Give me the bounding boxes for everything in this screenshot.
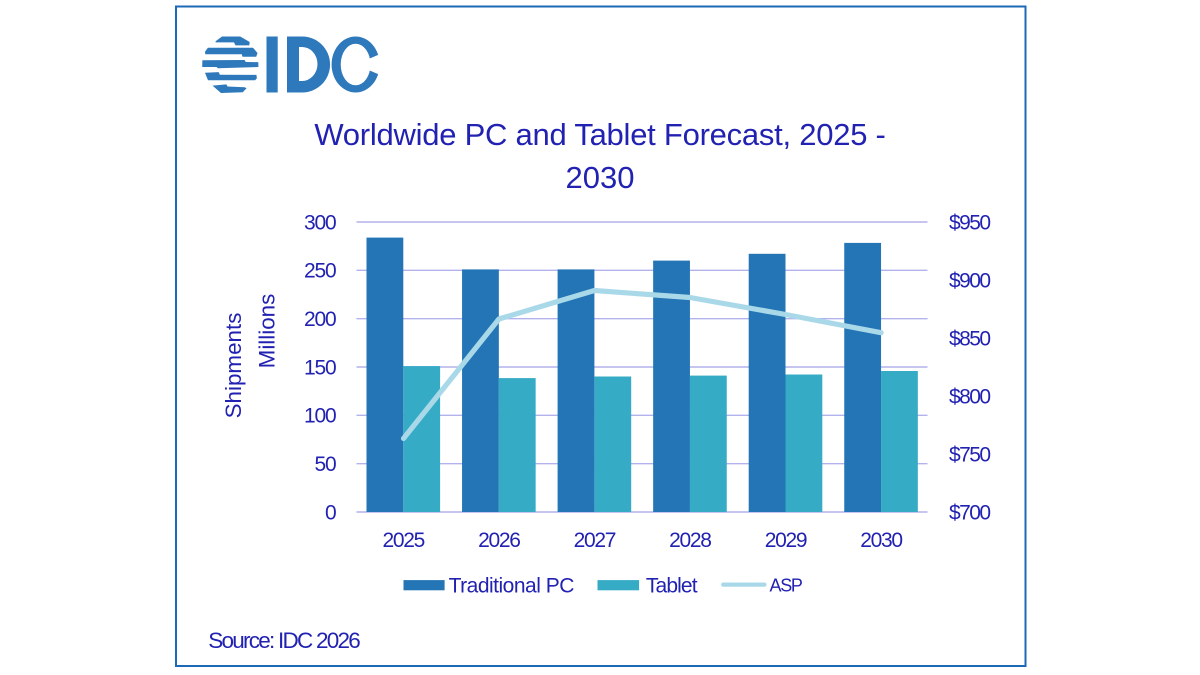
svg-text:$950: $950	[949, 211, 990, 234]
svg-text:2025: 2025	[383, 529, 425, 552]
svg-text:2030: 2030	[566, 160, 635, 195]
svg-text:300: 300	[304, 211, 336, 234]
svg-text:200: 200	[304, 308, 336, 331]
svg-text:2026: 2026	[478, 529, 520, 552]
svg-text:100: 100	[304, 405, 336, 428]
svg-text:0: 0	[325, 501, 336, 524]
svg-text:$900: $900	[949, 269, 990, 292]
svg-text:50: 50	[315, 453, 336, 476]
svg-text:$700: $700	[949, 501, 990, 524]
svg-text:Tablet: Tablet	[646, 575, 698, 598]
svg-text:Worldwide PC and Tablet Foreca: Worldwide PC and Tablet Forecast, 2025 -	[314, 117, 885, 152]
svg-text:$750: $750	[949, 443, 990, 466]
svg-text:ASP: ASP	[770, 575, 803, 595]
svg-text:Source: IDC 2026: Source: IDC 2026	[208, 628, 360, 653]
svg-text:$800: $800	[949, 385, 990, 408]
svg-text:150: 150	[304, 356, 336, 379]
svg-text:2029: 2029	[765, 529, 807, 552]
svg-text:Traditional PC: Traditional PC	[449, 575, 575, 598]
svg-text:2030: 2030	[860, 529, 902, 552]
svg-text:Millions: Millions	[255, 294, 280, 369]
svg-text:$850: $850	[949, 327, 990, 350]
svg-text:250: 250	[304, 260, 336, 283]
svg-text:Shipments: Shipments	[221, 313, 246, 419]
svg-text:2027: 2027	[574, 529, 616, 552]
svg-text:2028: 2028	[669, 529, 711, 552]
